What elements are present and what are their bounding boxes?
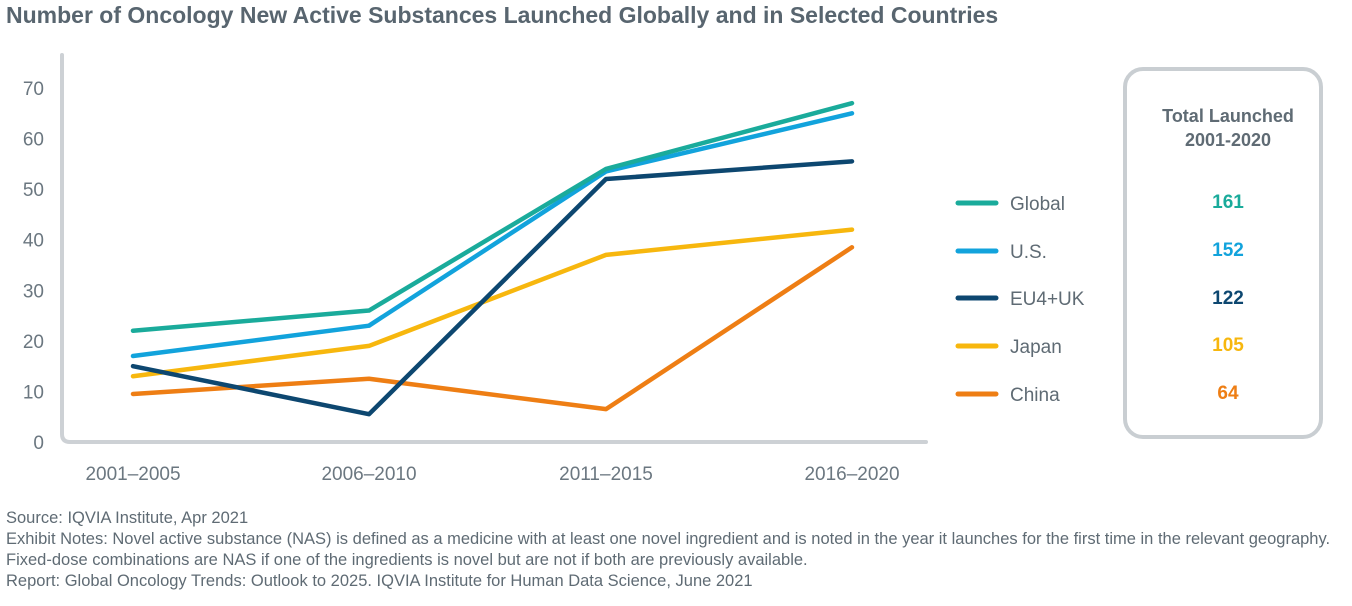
- axis-line: [60, 53, 928, 444]
- footer: Source: IQVIA Institute, Apr 2021 Exhibi…: [6, 508, 1346, 592]
- y-tick-label: 60: [23, 130, 44, 151]
- x-tick-label: 2011–2015: [559, 464, 653, 485]
- series-line-eu4-uk: [130, 159, 855, 417]
- x-tick-label: 2006–2010: [321, 464, 416, 485]
- y-tick-label: 50: [23, 180, 44, 201]
- legend-label: China: [1010, 385, 1060, 406]
- totals-header: Total Launched 2001-2020: [1123, 104, 1333, 152]
- legend-label: EU4+UK: [1010, 289, 1085, 310]
- footer-source: Source: IQVIA Institute, Apr 2021: [6, 509, 249, 527]
- total-eu4uk: 122: [1212, 288, 1244, 309]
- totals-header-line1: Total Launched: [1162, 106, 1294, 126]
- series-line-global: [130, 100, 855, 333]
- footer-notes: Exhibit Notes: Novel active substance (N…: [6, 530, 1331, 569]
- y-tick-label: 30: [23, 281, 44, 302]
- y-tick-label: 40: [23, 231, 44, 252]
- x-tick-label: 2016–2020: [804, 464, 899, 485]
- y-tick-label: 0: [33, 433, 44, 454]
- total-japan: 105: [1212, 335, 1244, 356]
- total-global: 161: [1212, 192, 1244, 213]
- totals-header-line2: 2001-2020: [1184, 130, 1272, 150]
- legend-label: Global: [1010, 194, 1065, 215]
- legend-label: Japan: [1010, 337, 1062, 358]
- x-tick-label: 2001–2005: [85, 464, 180, 485]
- legend-label: U.S.: [1010, 242, 1047, 263]
- series-line-china: [130, 245, 855, 412]
- totals-panel: [1123, 67, 1323, 439]
- y-tick-label: 20: [23, 332, 44, 353]
- y-tick-label: 70: [23, 79, 44, 100]
- y-tick-label: 10: [23, 382, 44, 403]
- chart-title: Number of Oncology New Active Substances…: [6, 2, 999, 28]
- series-line-u-s-: [130, 111, 855, 359]
- series-line-japan: [130, 227, 855, 379]
- footer-report: Report: Global Oncology Trends: Outlook …: [6, 572, 753, 590]
- total-china: 64: [1217, 383, 1239, 404]
- total-us: 152: [1212, 240, 1244, 261]
